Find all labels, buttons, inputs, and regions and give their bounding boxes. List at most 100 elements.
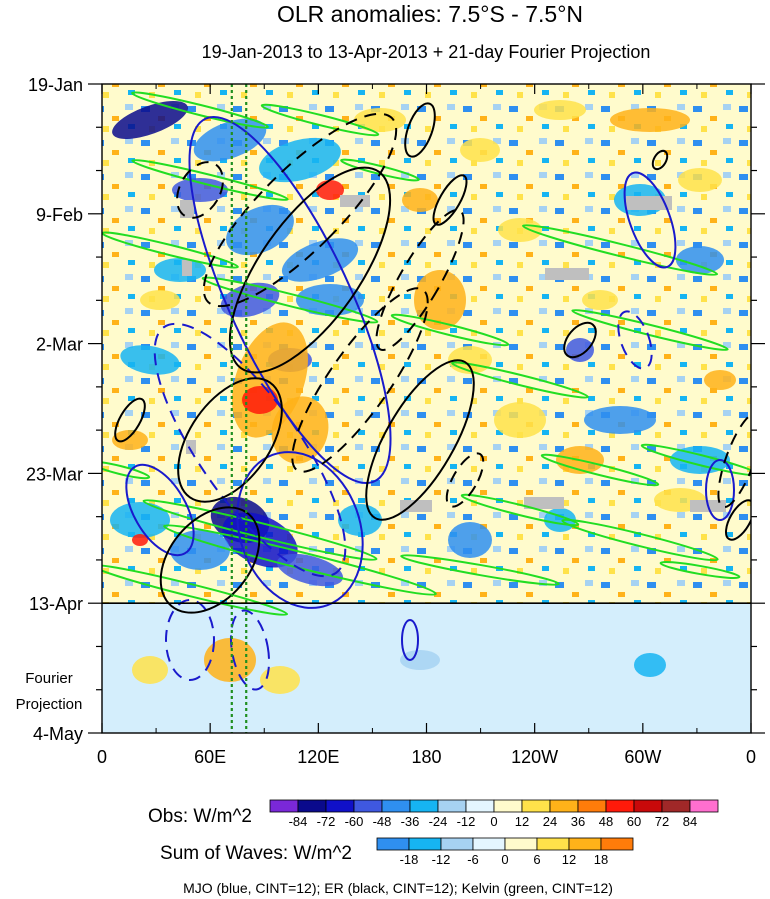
x-tick-label: 60W xyxy=(624,747,661,767)
x-axis: 0 60E 120E 180 120W 60W 0 xyxy=(97,84,756,767)
obs-colorbar-swatch xyxy=(493,799,523,813)
missing-data-patch xyxy=(524,497,564,509)
anomaly-blob xyxy=(676,246,724,274)
anomaly-blob xyxy=(120,345,180,375)
waves-colorbar-level-label: 0 xyxy=(501,852,508,867)
wave-contour xyxy=(229,609,271,691)
anomaly-blob xyxy=(414,270,466,330)
obs-colorbar-level-label: 48 xyxy=(599,814,613,829)
anomaly-blob xyxy=(448,522,492,558)
wave-contour xyxy=(400,554,560,586)
anomaly-blob xyxy=(534,100,586,120)
missing-data-patch xyxy=(340,195,370,207)
obs-texture xyxy=(102,84,751,604)
obs-colorbar-swatch xyxy=(633,799,663,813)
footnote: MJO (blue, CINT=12); ER (black, CINT=12)… xyxy=(183,880,613,896)
anomaly-blob xyxy=(259,137,341,183)
obs-colorbar-swatch xyxy=(297,799,327,813)
obs-colorbar-level-label: 36 xyxy=(571,814,585,829)
wave-contour xyxy=(375,209,465,351)
anomaly-blob xyxy=(498,218,542,242)
wave-contour xyxy=(404,102,436,158)
waves-colorbar-level-label: 18 xyxy=(594,852,608,867)
anomaly-blob xyxy=(140,290,180,310)
y-tick-label: 23-Mar xyxy=(26,464,83,484)
waves-colorbar-level-label: -12 xyxy=(432,852,451,867)
anomaly-blob xyxy=(402,188,438,212)
anomaly-blob xyxy=(296,284,364,316)
x-tick-label: 0 xyxy=(746,747,756,767)
anomaly-blob xyxy=(670,446,730,474)
waves-colorbar: -18 -12 -6 0 6 12 18 xyxy=(376,837,634,867)
wave-contour xyxy=(540,453,660,487)
obs-colorbar-level-label: -60 xyxy=(345,814,364,829)
obs-colorbar-swatch xyxy=(549,799,579,813)
wave-contour xyxy=(563,321,597,359)
obs-colorbar-level-label: 60 xyxy=(627,814,641,829)
obs-colorbar-level-label: -24 xyxy=(429,814,448,829)
wave-contour xyxy=(236,451,364,609)
wave-contour xyxy=(131,91,269,129)
obs-colorbar-swatch xyxy=(577,799,607,813)
x-tick-label: 120W xyxy=(511,747,558,767)
anomaly-blob xyxy=(584,406,656,434)
waves-colorbar-swatch xyxy=(504,837,538,851)
obs-colorbar-swatch xyxy=(269,799,299,813)
wave-contour xyxy=(260,103,380,137)
missing-data-patch xyxy=(626,196,672,210)
obs-colorbar-swatch xyxy=(353,799,383,813)
waves-colorbar-swatch xyxy=(568,837,602,851)
wave-contour xyxy=(401,619,419,661)
wave-contour xyxy=(165,599,215,681)
anomaly-blob xyxy=(566,338,594,362)
chart-title: OLR anomalies: 7.5°S - 7.5°N xyxy=(277,1,583,27)
wave-contour xyxy=(725,499,751,541)
obs-colorbar-level-label: -12 xyxy=(457,814,476,829)
wave-contour xyxy=(102,460,151,480)
x-tick-label: 60E xyxy=(194,747,226,767)
wave-contour xyxy=(390,313,510,347)
anomaly-blob xyxy=(281,238,359,282)
anomaly-blob xyxy=(204,638,256,682)
waves-colorbar-swatch xyxy=(536,837,570,851)
wave-contour xyxy=(201,276,379,324)
waves-colorbar-swatch xyxy=(408,837,442,851)
waves-colorbar-level-label: -6 xyxy=(467,852,479,867)
anomaly-blob xyxy=(132,534,148,546)
y-tick-label: 2-Mar xyxy=(36,335,83,355)
wave-contour xyxy=(640,443,751,477)
wave-contours xyxy=(102,91,751,691)
obs-colorbar-swatch xyxy=(605,799,635,813)
anomaly-blob xyxy=(170,530,230,570)
plot-field xyxy=(102,84,751,733)
anomaly-blob xyxy=(172,178,228,202)
obs-colorbar-level-label: 0 xyxy=(490,814,497,829)
anomaly-blob xyxy=(226,204,294,256)
obs-colorbar-swatch xyxy=(325,799,355,813)
wave-contour xyxy=(617,310,653,370)
waves-colorbar-level-label: 6 xyxy=(533,852,540,867)
wave-contour xyxy=(114,397,146,443)
anomaly-blob xyxy=(132,656,168,684)
obs-colorbar-swatch xyxy=(465,799,495,813)
obs-colorbar-level-label: -36 xyxy=(401,814,420,829)
wave-contour xyxy=(623,171,677,269)
y-tick-label: 19-Jan xyxy=(28,75,83,95)
waves-colorbar-label: Sum of Waves: W/m^2 xyxy=(160,843,352,864)
wave-contour xyxy=(202,112,398,308)
anomaly-blob xyxy=(494,402,546,438)
anomaly-blob xyxy=(110,502,170,538)
wave-contour xyxy=(659,561,741,579)
wave-contour xyxy=(460,493,580,527)
x-tick-label: 0 xyxy=(97,747,107,767)
anomaly-blob xyxy=(634,653,666,677)
anomaly-blobs xyxy=(102,100,751,733)
anomaly-blob xyxy=(610,108,690,132)
missing-data-patch xyxy=(180,200,194,218)
chart-subtitle: 19-Jan-2013 to 13-Apr-2013 + 21-day Four… xyxy=(202,42,651,62)
obs-colorbar-level-label: 84 xyxy=(683,814,697,829)
anomaly-blob xyxy=(400,650,440,670)
anomaly-blob xyxy=(354,108,406,132)
obs-colorbar-swatch xyxy=(381,799,411,813)
